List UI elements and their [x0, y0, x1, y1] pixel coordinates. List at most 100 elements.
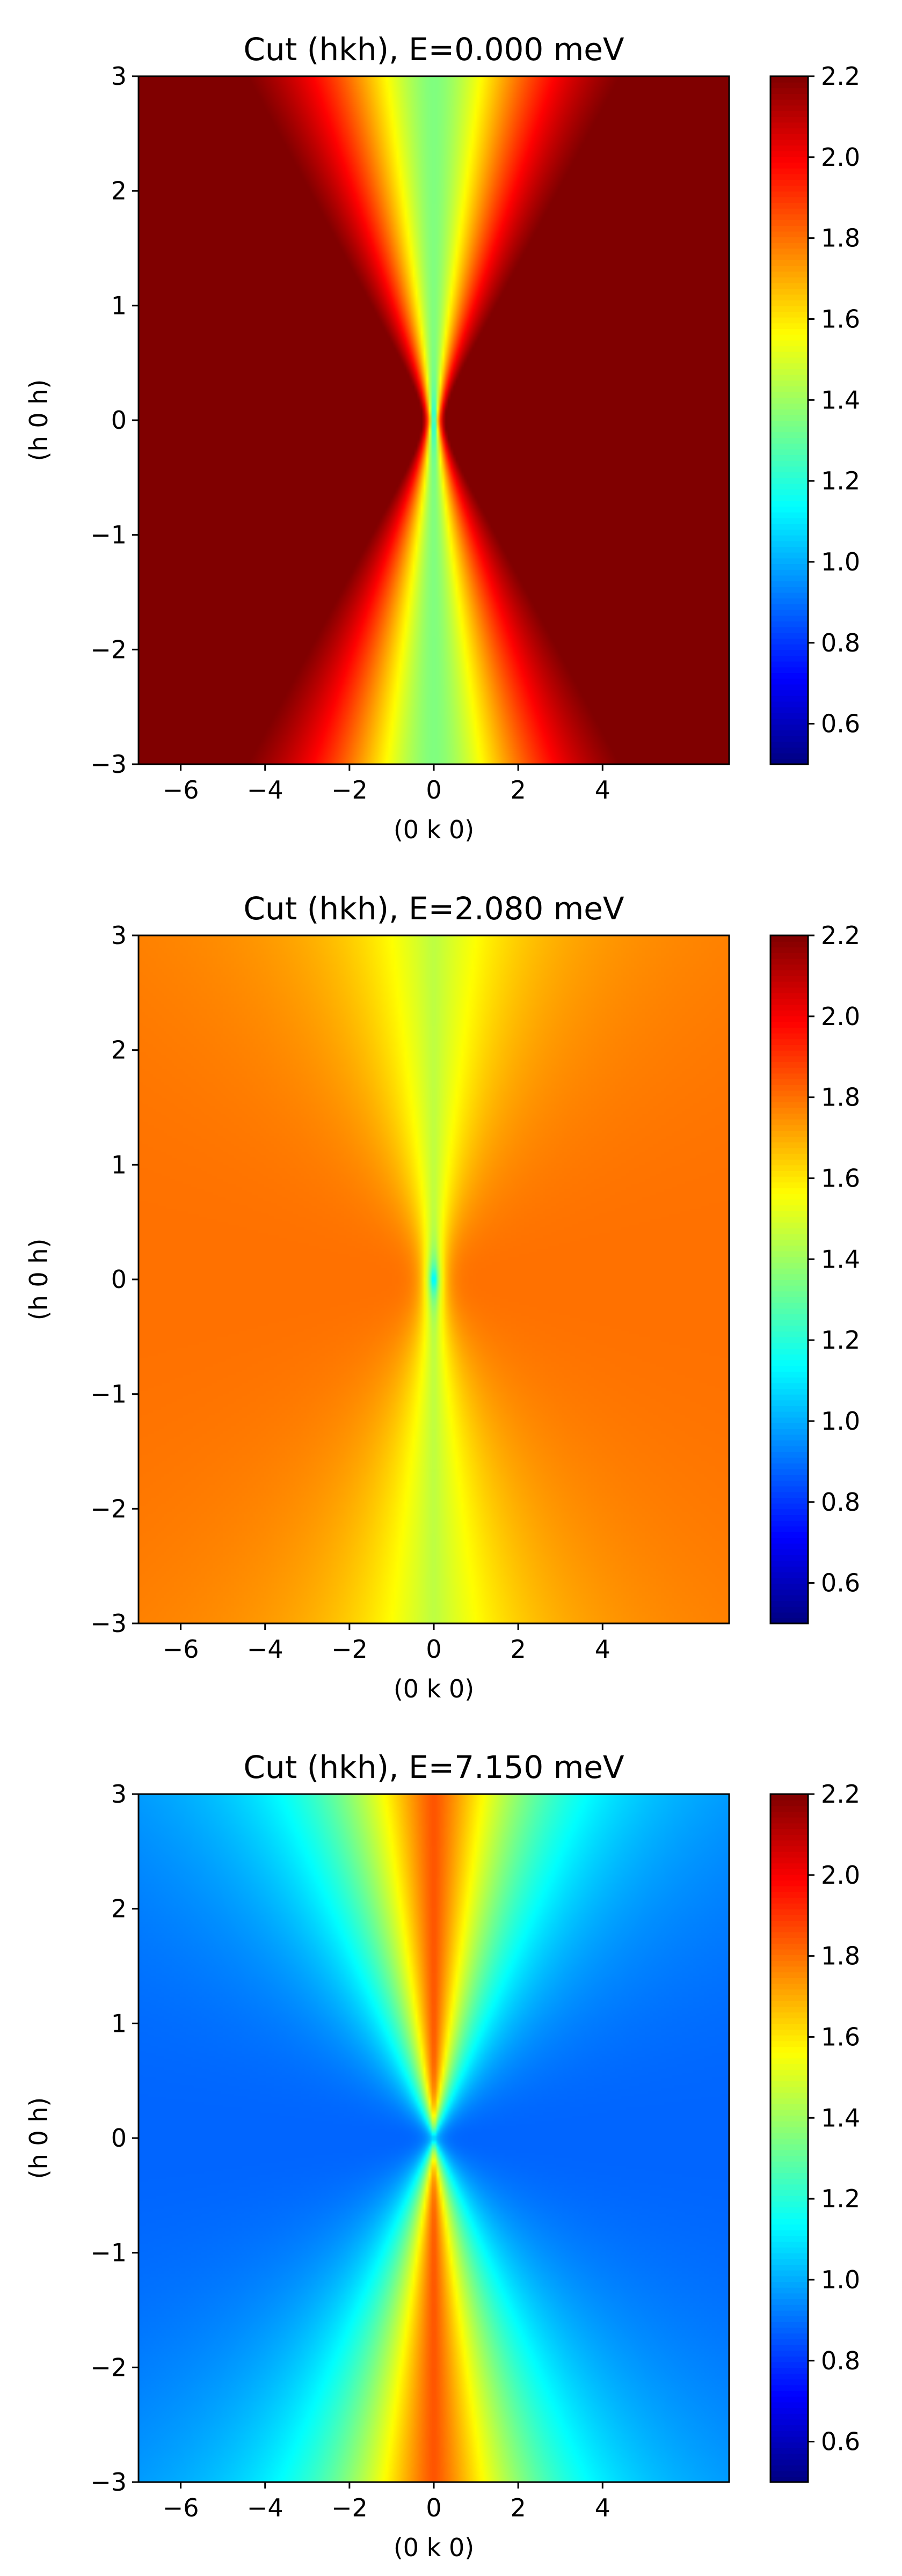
colorbar-segment — [770, 2476, 808, 2483]
colorbar-segment — [770, 1308, 808, 1315]
colorbar-segment — [770, 2425, 808, 2431]
colorbar-segment — [770, 167, 808, 174]
colorbar-segment — [770, 2252, 808, 2259]
colorbar-segment — [770, 1417, 808, 1424]
colorbar-segment — [770, 2373, 808, 2380]
colorbar-segment — [770, 2436, 808, 2443]
colorbar-segment — [770, 1394, 808, 1401]
colorbar-segment — [770, 1457, 808, 1463]
colorbar-tick-label: 1.2 — [821, 1326, 860, 1355]
colorbar-segment — [770, 1840, 808, 1847]
colorbar-segment — [770, 2075, 808, 2082]
colorbar-tick-label: 0.8 — [821, 2346, 860, 2375]
colorbar-segment — [770, 2350, 808, 2357]
colorbar-segment — [770, 690, 808, 696]
colorbar-segment — [770, 1233, 808, 1240]
colorbar-segment — [770, 368, 808, 375]
colorbar-segment — [770, 431, 808, 438]
colorbar-segment — [770, 1170, 808, 1177]
colorbar-segment — [770, 615, 808, 621]
colorbar-segment — [770, 185, 808, 192]
colorbar-segment — [770, 1600, 808, 1607]
heatmap-image — [139, 76, 729, 764]
y-tick-label: 3 — [111, 62, 127, 91]
colorbar-segment — [770, 1434, 808, 1441]
colorbar-segment — [770, 992, 808, 999]
colorbar-segment — [770, 219, 808, 226]
y-tick-label: −2 — [90, 2353, 127, 2382]
colorbar-segment — [770, 1514, 808, 1521]
colorbar-segment — [770, 1199, 808, 1206]
colorbar-segment — [770, 2143, 808, 2150]
colorbar-segment — [770, 1509, 808, 1516]
y-tick-label: −3 — [90, 2468, 127, 2497]
colorbar-segment — [770, 93, 808, 100]
colorbar-segment — [770, 620, 808, 627]
colorbar-segment — [770, 540, 808, 547]
colorbar-segment — [770, 626, 808, 633]
colorbar-segment — [770, 1130, 808, 1137]
colorbar-segment — [770, 2011, 808, 2018]
x-tick-label: −6 — [163, 1635, 199, 1664]
colorbar-segment — [770, 374, 808, 381]
y-tick-label: 1 — [111, 1150, 127, 1179]
colorbar-segment — [770, 380, 808, 386]
colorbar-segment — [770, 1227, 808, 1234]
colorbar-segment — [770, 2086, 808, 2093]
colorbar-segment — [770, 265, 808, 272]
colorbar-segment — [770, 1989, 808, 1995]
colorbar-segment — [770, 735, 808, 742]
colorbar-segment — [770, 145, 808, 151]
colorbar-segment — [770, 1147, 808, 1154]
colorbar-segment — [770, 2327, 808, 2334]
colorbar-segment — [770, 729, 808, 736]
colorbar-segment — [770, 1073, 808, 1080]
colorbar-segment — [770, 208, 808, 215]
colorbar-segment — [770, 99, 808, 106]
colorbar-segment — [770, 1044, 808, 1051]
colorbar: 0.6 0.8 1.0 1.2 1.4 1.6 1.8 2.0 2.2 — [769, 921, 860, 1624]
colorbar-segment — [770, 2338, 808, 2345]
colorbar-segment — [770, 2264, 808, 2271]
colorbar-segment — [770, 1834, 808, 1841]
colorbar-segment — [770, 2270, 808, 2277]
colorbar-segment — [770, 1159, 808, 1166]
colorbar-segment — [770, 1811, 808, 1818]
panel-3: Cut (hkh), E=7.150 meV −6 −4 −2 0 2 4 −3 −2 −1 0 1 2… — [24, 1749, 860, 2562]
colorbar-segment — [770, 1799, 808, 1806]
colorbar-segment — [770, 466, 808, 473]
colorbar-segment — [770, 1468, 808, 1475]
colorbar-segment — [770, 2149, 808, 2156]
colorbar-segment — [770, 1549, 808, 1555]
colorbar-segment — [770, 2212, 808, 2219]
colorbar-segment — [770, 1817, 808, 1824]
colorbar-segment — [770, 420, 808, 427]
colorbar-segment — [770, 987, 808, 993]
colorbar-segment — [770, 981, 808, 988]
colorbar-segment — [770, 1943, 808, 1950]
colorbar-segment — [770, 701, 808, 708]
colorbar-segment — [770, 2132, 808, 2139]
colorbar-segment — [770, 2344, 808, 2351]
colorbar-segment — [770, 1176, 808, 1183]
colorbar-segment — [770, 128, 808, 134]
colorbar-segment — [770, 1113, 808, 1119]
colorbar-segment — [770, 609, 808, 616]
colorbar-segment — [770, 1118, 808, 1125]
colorbar-segment — [770, 1193, 808, 1200]
colorbar-segment — [770, 1955, 808, 1961]
colorbar-segment — [770, 575, 808, 582]
colorbar-segment — [770, 1165, 808, 1172]
colorbar-tick-label: 1.2 — [821, 466, 860, 495]
colorbar-segment — [770, 2224, 808, 2230]
colorbar-tick-label: 1.0 — [821, 2265, 860, 2294]
colorbar-segment — [770, 1606, 808, 1613]
colorbar-segment — [770, 1566, 808, 1572]
colorbar-segment — [770, 758, 808, 765]
colorbar-segment — [770, 500, 808, 507]
colorbar-frame — [769, 1793, 809, 2483]
colorbar-segment — [770, 1926, 808, 1933]
colorbar-segment — [770, 2229, 808, 2236]
colorbar-segment — [770, 408, 808, 415]
colorbar-segment — [770, 2367, 808, 2374]
